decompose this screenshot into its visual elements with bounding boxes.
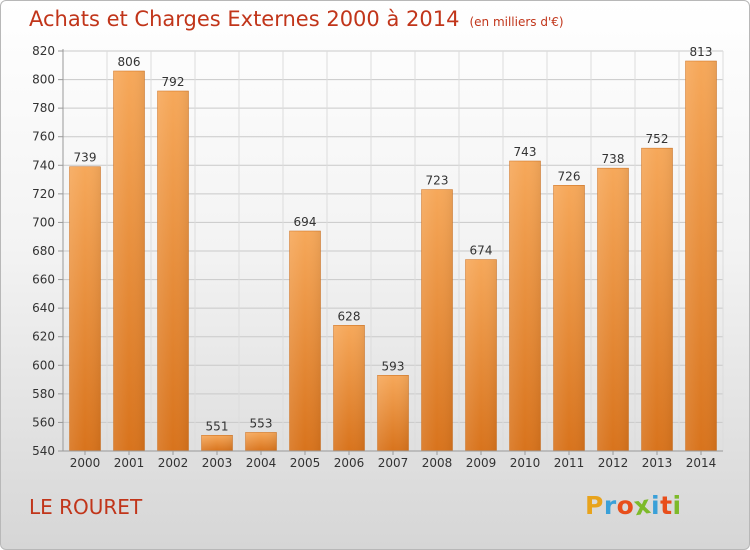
y-tick-label: 600	[32, 358, 55, 372]
data-label-2007: 593	[382, 359, 405, 373]
x-tick-label-2010: 2010	[510, 456, 541, 470]
bar-shine-2006	[333, 325, 365, 451]
data-label-2014: 813	[690, 45, 713, 59]
bar-shine-2014	[685, 61, 717, 451]
bar-shine-2002	[157, 91, 189, 451]
logo-letter: o	[616, 491, 635, 520]
bar-layer	[69, 60, 717, 452]
x-tick-label-2003: 2003	[202, 456, 233, 470]
x-tick-label-2013: 2013	[642, 456, 673, 470]
data-label-2013: 752	[646, 132, 669, 146]
x-tick-label-2001: 2001	[114, 456, 145, 470]
data-label-2004: 553	[250, 416, 273, 430]
logo-letter: i	[672, 491, 682, 520]
bar-shine-2012	[597, 168, 629, 451]
x-tick-label-2005: 2005	[290, 456, 321, 470]
y-tick-label: 620	[32, 330, 55, 344]
axis-layer: 540 560 580 600 620 640 660 680 700 720 740 760 780 8…	[32, 44, 723, 470]
chart-subtitle: (en milliers d'€)	[469, 15, 564, 29]
y-tick-label: 560	[32, 415, 55, 429]
y-tick-label: 680	[32, 244, 55, 258]
data-label-2001: 806	[118, 55, 141, 69]
data-label-2000: 739	[74, 151, 97, 165]
bar-shine-2008	[421, 189, 453, 452]
data-label-2003: 551	[206, 419, 229, 433]
data-label-2006: 628	[338, 309, 361, 323]
bar-shine-2003	[201, 435, 233, 451]
y-tick-label: 760	[32, 130, 55, 144]
x-tick-label-2006: 2006	[334, 456, 365, 470]
x-tick-label-2000: 2000	[70, 456, 101, 470]
logo-letter: r	[603, 491, 617, 520]
y-tick-label: 540	[32, 444, 55, 458]
logo-letter: t	[660, 491, 673, 520]
x-tick-label-2007: 2007	[378, 456, 409, 470]
data-label-2011: 726	[558, 169, 581, 183]
bar-shine-2013	[641, 148, 673, 451]
logo-letter: P	[585, 491, 604, 520]
y-tick-label: 640	[32, 301, 55, 315]
x-tick-label-2012: 2012	[598, 456, 629, 470]
bar-shine-2004	[245, 432, 277, 451]
x-tick-label-2011: 2011	[554, 456, 585, 470]
x-tick-label-2008: 2008	[422, 456, 453, 470]
bar-shine-2011	[553, 185, 585, 452]
chart-title: Achats et Charges Externes 2000 à 2014 (e…	[29, 7, 564, 31]
y-tick-label: 720	[32, 187, 55, 201]
data-label-2010: 743	[514, 145, 537, 159]
x-tick-label-2002: 2002	[158, 456, 189, 470]
logo-letter: i	[651, 491, 661, 520]
bar-shine-2001	[113, 71, 145, 451]
x-tick-label-2009: 2009	[466, 456, 497, 470]
bar-shine-2000	[69, 166, 101, 451]
y-tick-label: 740	[32, 158, 55, 172]
x-tick-label-2014: 2014	[686, 456, 717, 470]
y-tick-label: 660	[32, 273, 55, 287]
chart-title-text: Achats et Charges Externes 2000 à 2014	[29, 7, 460, 31]
data-label-2009: 674	[470, 244, 493, 258]
y-tick-label: 800	[32, 73, 55, 87]
bar-shine-2007	[377, 375, 409, 451]
bar-shine-2005	[289, 231, 321, 451]
bar-shine-2009	[465, 259, 497, 451]
label-layer: 739 806 792 551 553 694 628 593 723 674 743 726 738 7…	[74, 45, 713, 433]
bar-shine-2010	[509, 161, 541, 451]
y-tick-label: 700	[32, 215, 55, 229]
y-tick-label: 580	[32, 387, 55, 401]
x-tick-label-2004: 2004	[246, 456, 277, 470]
y-tick-label: 820	[32, 44, 55, 58]
data-label-2005: 694	[294, 215, 317, 229]
data-label-2002: 792	[162, 75, 185, 89]
y-tick-label: 780	[32, 101, 55, 115]
place-name: LE ROURET	[29, 495, 143, 519]
proxiti-logo: Proxiti	[585, 490, 682, 521]
data-label-2008: 723	[426, 174, 449, 188]
data-label-2012: 738	[602, 152, 625, 166]
